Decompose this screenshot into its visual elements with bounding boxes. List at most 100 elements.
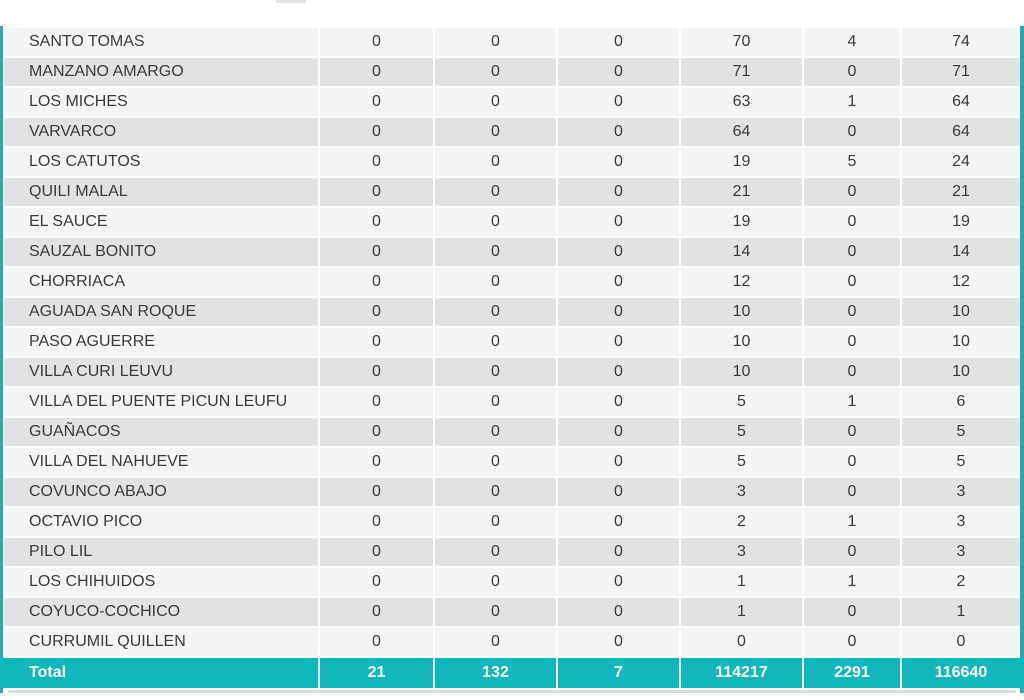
locality-name-cell: OCTAVIO PICO xyxy=(4,508,318,536)
value-cell: 1 xyxy=(804,388,900,416)
value-cell: 0 xyxy=(558,118,679,146)
value-cell: 10 xyxy=(681,298,802,326)
value-cell: 0 xyxy=(804,478,900,506)
value-cell: 70 xyxy=(681,28,802,56)
value-cell: 0 xyxy=(320,478,433,506)
table-row: LOS MICHES 0 0 0 63 1 64 xyxy=(4,88,1020,116)
value-cell: 19 xyxy=(681,148,802,176)
value-cell: 0 xyxy=(804,268,900,296)
value-cell: 0 xyxy=(558,358,679,386)
total-value: 116640 xyxy=(902,658,1020,688)
table-row: MANZANO AMARGO 0 0 0 71 0 71 xyxy=(4,58,1020,86)
value-cell: 5 xyxy=(681,418,802,446)
value-cell: 0 xyxy=(558,628,679,656)
value-cell: 0 xyxy=(435,178,556,206)
locality-table: SANTO TOMAS 0 0 0 70 4 74 MANZANO AMARGO 0 0 0 71 0 7… xyxy=(0,26,1024,693)
total-value: 2291 xyxy=(804,658,900,688)
value-cell: 0 xyxy=(435,238,556,266)
table-left-accent-border xyxy=(0,26,3,693)
table-row: CURRUMIL QUILLEN 0 0 0 0 0 0 xyxy=(4,628,1020,656)
value-cell: 0 xyxy=(558,568,679,596)
value-cell: 0 xyxy=(320,178,433,206)
value-cell: 0 xyxy=(558,538,679,566)
value-cell: 1 xyxy=(681,598,802,626)
value-cell: 0 xyxy=(320,598,433,626)
value-cell: 0 xyxy=(435,118,556,146)
value-cell: 63 xyxy=(681,88,802,116)
value-cell: 4 xyxy=(804,28,900,56)
value-cell: 10 xyxy=(902,358,1020,386)
value-cell: 0 xyxy=(320,508,433,536)
value-cell: 71 xyxy=(681,58,802,86)
table-row: VILLA DEL PUENTE PICUN LEUFU 0 0 0 5 1 6 xyxy=(4,388,1020,416)
table-row: EL SAUCE 0 0 0 19 0 19 xyxy=(4,208,1020,236)
value-cell: 0 xyxy=(320,298,433,326)
value-cell: 0 xyxy=(320,58,433,86)
value-cell: 0 xyxy=(435,598,556,626)
value-cell: 3 xyxy=(681,478,802,506)
value-cell: 0 xyxy=(435,628,556,656)
value-cell: 3 xyxy=(902,508,1020,536)
locality-name-cell: PILO LIL xyxy=(4,538,318,566)
value-cell: 0 xyxy=(558,388,679,416)
value-cell: 3 xyxy=(902,538,1020,566)
value-cell: 0 xyxy=(804,298,900,326)
value-cell: 1 xyxy=(804,88,900,116)
locality-name-cell: COVUNCO ABAJO xyxy=(4,478,318,506)
value-cell: 0 xyxy=(804,598,900,626)
value-cell: 0 xyxy=(435,508,556,536)
value-cell: 0 xyxy=(320,238,433,266)
locality-name-cell: VILLA DEL NAHUEVE xyxy=(4,448,318,476)
value-cell: 0 xyxy=(435,268,556,296)
value-cell: 0 xyxy=(435,478,556,506)
value-cell: 0 xyxy=(320,538,433,566)
value-cell: 0 xyxy=(558,418,679,446)
locality-name-cell: SANTO TOMAS xyxy=(4,28,318,56)
locality-name-cell: LOS CATUTOS xyxy=(4,148,318,176)
value-cell: 0 xyxy=(320,28,433,56)
value-cell: 0 xyxy=(435,328,556,356)
value-cell: 1 xyxy=(902,598,1020,626)
locality-name-cell: PASO AGUERRE xyxy=(4,328,318,356)
value-cell: 10 xyxy=(902,298,1020,326)
table-body: SANTO TOMAS 0 0 0 70 4 74 MANZANO AMARGO 0 0 0 71 0 7… xyxy=(0,26,1024,688)
total-value: 114217 xyxy=(681,658,802,688)
value-cell: 74 xyxy=(902,28,1020,56)
table-row: QUILI MALAL 0 0 0 21 0 21 xyxy=(4,178,1020,206)
value-cell: 0 xyxy=(320,208,433,236)
value-cell: 0 xyxy=(804,208,900,236)
locality-name-cell: GUAÑACOS xyxy=(4,418,318,446)
value-cell: 0 xyxy=(558,208,679,236)
value-cell: 0 xyxy=(435,388,556,416)
value-cell: 0 xyxy=(804,358,900,386)
value-cell: 0 xyxy=(558,28,679,56)
value-cell: 19 xyxy=(681,208,802,236)
value-cell: 0 xyxy=(320,148,433,176)
value-cell: 0 xyxy=(804,118,900,146)
value-cell: 1 xyxy=(804,508,900,536)
value-cell: 21 xyxy=(902,178,1020,206)
value-cell: 64 xyxy=(902,88,1020,116)
value-cell: 2 xyxy=(681,508,802,536)
table-row: COVUNCO ABAJO 0 0 0 3 0 3 xyxy=(4,478,1020,506)
value-cell: 0 xyxy=(558,298,679,326)
value-cell: 5 xyxy=(681,448,802,476)
value-cell: 12 xyxy=(681,268,802,296)
value-cell: 64 xyxy=(681,118,802,146)
value-cell: 0 xyxy=(558,328,679,356)
value-cell: 0 xyxy=(435,418,556,446)
value-cell: 0 xyxy=(320,628,433,656)
value-cell: 0 xyxy=(320,268,433,296)
value-cell: 0 xyxy=(320,388,433,416)
locality-name-cell: EL SAUCE xyxy=(4,208,318,236)
table-row: COYUCO-COCHICO 0 0 0 1 0 1 xyxy=(4,598,1020,626)
value-cell: 0 xyxy=(320,448,433,476)
locality-name-cell: VILLA DEL PUENTE PICUN LEUFU xyxy=(4,388,318,416)
total-strip: Total 21 132 7 114217 2291 116640 xyxy=(0,658,1024,688)
value-cell: 0 xyxy=(558,448,679,476)
value-cell: 0 xyxy=(804,238,900,266)
value-cell: 0 xyxy=(558,88,679,116)
value-cell: 0 xyxy=(558,598,679,626)
value-cell: 14 xyxy=(902,238,1020,266)
